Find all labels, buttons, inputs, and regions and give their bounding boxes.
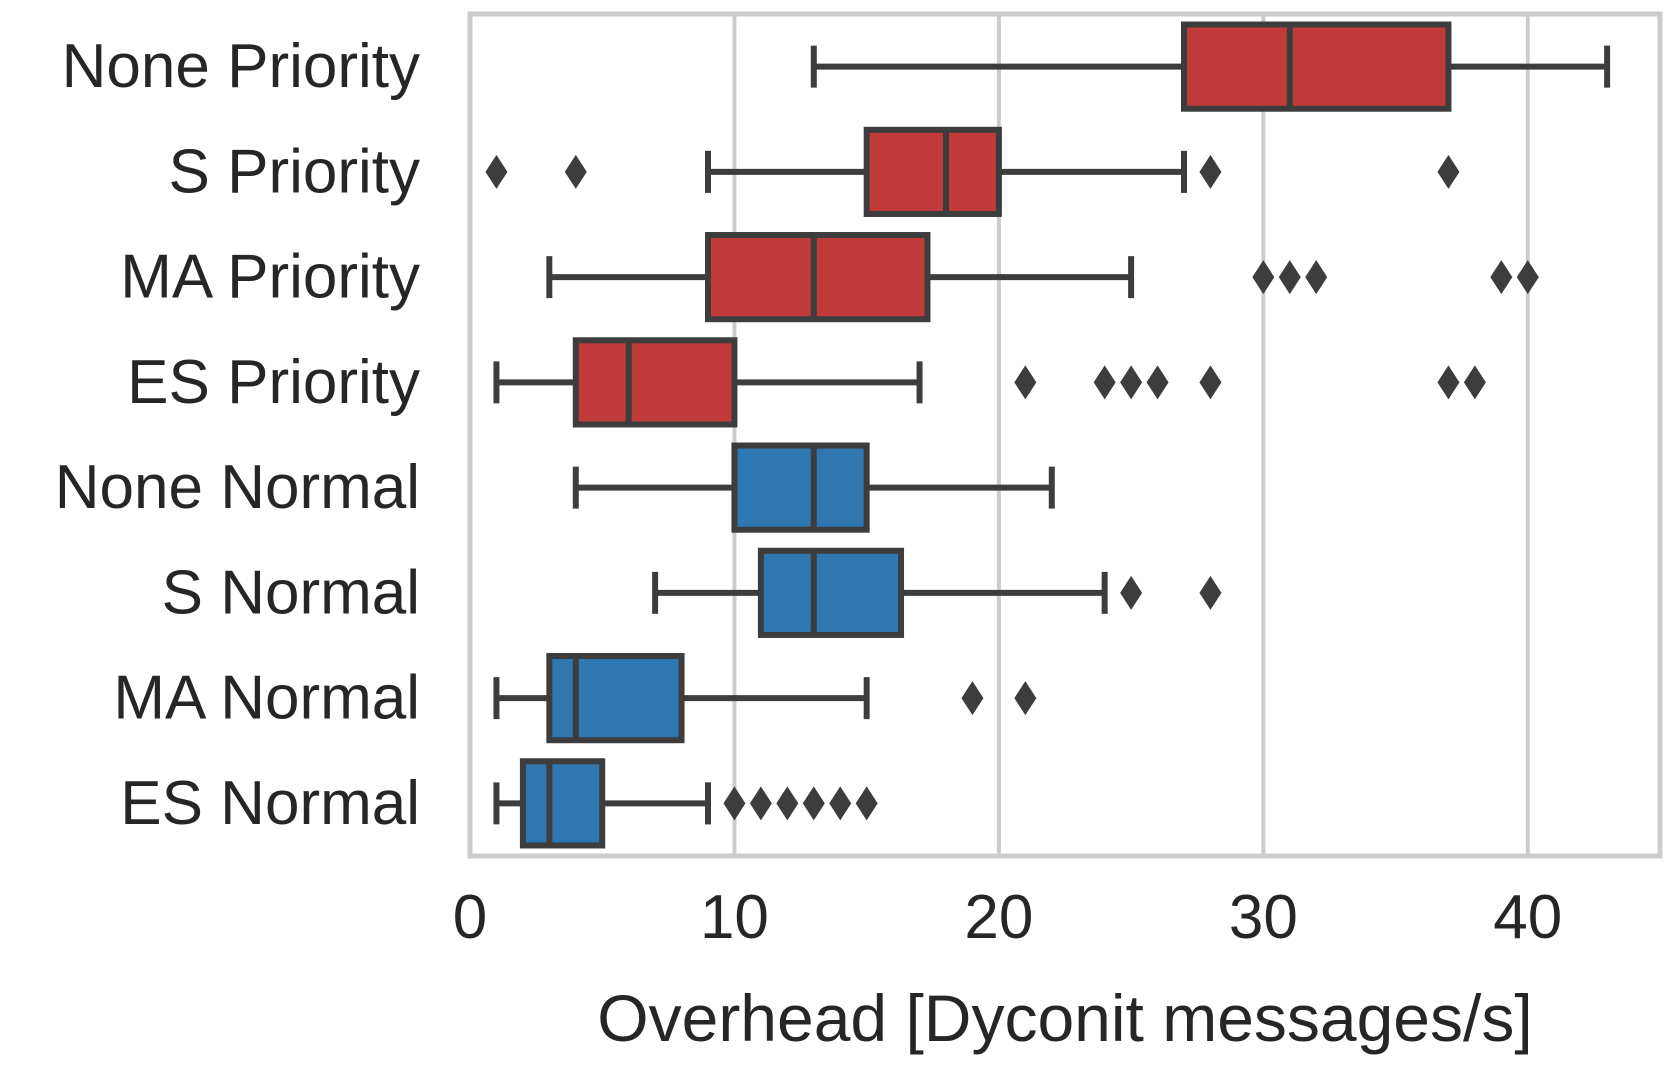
outlier-point: [1252, 260, 1275, 295]
outlier-point: [723, 786, 746, 821]
outlier-point: [1278, 260, 1301, 295]
plot-frame: [467, 11, 1663, 859]
iqr-box: [731, 442, 870, 533]
outlier-point: [485, 154, 508, 189]
outlier-point: [1093, 365, 1116, 400]
outlier-point: [1146, 365, 1169, 400]
y-tick-labels: None Priority S Priority MA Priority ES Pri…: [55, 32, 420, 838]
iqr-box: [705, 232, 931, 323]
outlier-point: [1305, 260, 1328, 295]
outlier-point: [1199, 575, 1222, 610]
iqr-box: [546, 653, 685, 744]
y-tick-label: S Normal: [162, 558, 420, 627]
outlier-point: [1120, 575, 1143, 610]
outlier-point: [749, 786, 772, 821]
y-tick-label: MA Priority: [120, 243, 420, 312]
outliers: [485, 154, 1539, 821]
box-s-priority: [705, 126, 1187, 217]
y-tick-label: MA Normal: [113, 664, 420, 733]
x-tick-labels: 0 10 20 30 40: [453, 883, 1563, 952]
iqr-box: [572, 337, 738, 428]
outlier-point: [564, 154, 587, 189]
iqr-box: [863, 126, 1002, 217]
outlier-point: [1120, 365, 1143, 400]
x-tick-label: 10: [700, 883, 769, 952]
outlier-point: [776, 786, 799, 821]
iqr-box: [757, 547, 905, 638]
box-ma-priority: [546, 232, 1135, 323]
outlier-point: [1490, 260, 1513, 295]
outlier-point: [1516, 260, 1539, 295]
boxes: [493, 21, 1611, 849]
outlier-point: [1463, 365, 1486, 400]
iqr-box: [1181, 21, 1452, 112]
box-ma-normal: [493, 653, 870, 744]
outlier-point: [1014, 365, 1037, 400]
box-none-normal: [572, 442, 1055, 533]
outlier-point: [802, 786, 825, 821]
gridlines: [732, 14, 1530, 856]
x-tick-label: 0: [453, 883, 487, 952]
outlier-point: [855, 786, 878, 821]
outlier-point: [829, 786, 852, 821]
y-tick-label: ES Priority: [127, 348, 420, 417]
iqr-box: [519, 758, 606, 849]
y-tick-label: S Priority: [169, 137, 420, 206]
box-none-priority: [810, 21, 1611, 112]
box-es-priority: [493, 337, 923, 428]
outlier-point: [1437, 365, 1460, 400]
y-tick-label: None Priority: [62, 32, 420, 101]
y-tick-label: ES Normal: [120, 769, 420, 838]
x-axis-label: Overhead [Dyconit messages/s]: [597, 981, 1532, 1055]
x-tick-label: 30: [1229, 883, 1298, 952]
box-es-normal: [493, 758, 711, 849]
outlier-point: [1199, 365, 1222, 400]
outlier-point: [1199, 154, 1222, 189]
outlier-point: [1437, 154, 1460, 189]
x-tick-label: 40: [1493, 883, 1562, 952]
box-s-normal: [652, 547, 1108, 638]
outlier-point: [1014, 681, 1037, 716]
y-tick-label: None Normal: [55, 453, 420, 522]
x-tick-label: 20: [964, 883, 1033, 952]
outlier-point: [961, 681, 984, 716]
